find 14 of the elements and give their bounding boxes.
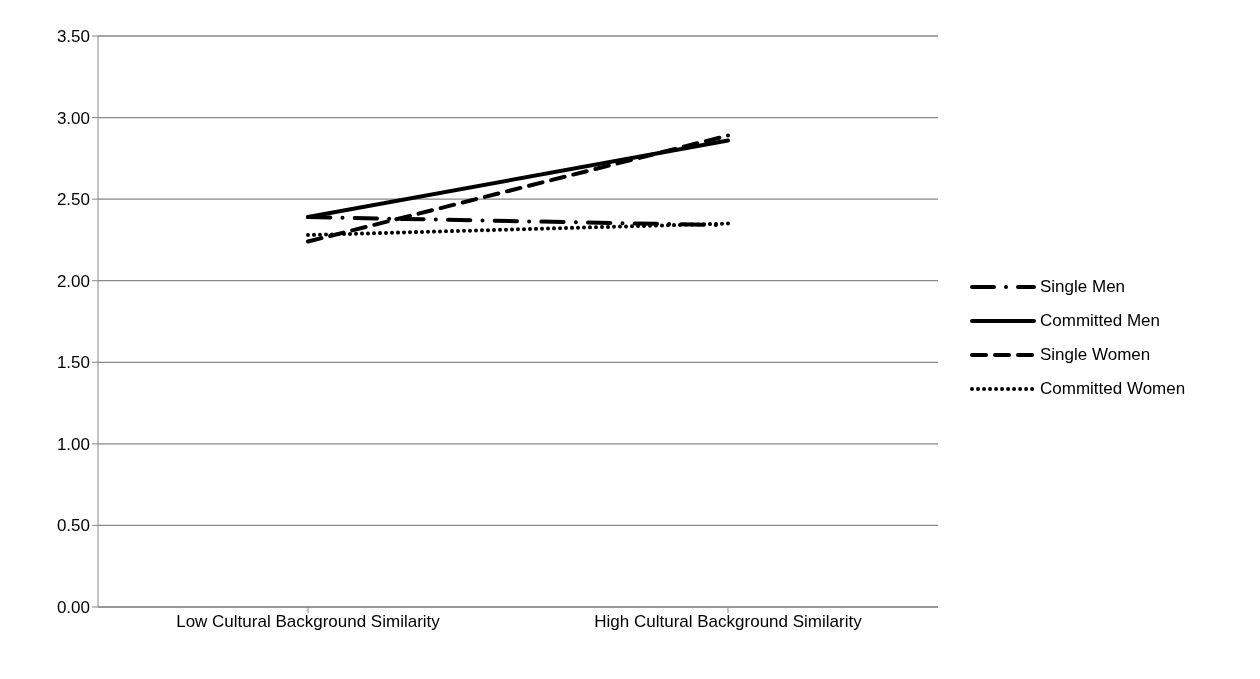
y-tick-label: 1.50 [56, 353, 90, 373]
y-tick-label: 3.00 [56, 108, 90, 128]
y-tick-label: 3.50 [56, 27, 90, 47]
x-tick-label: Low Cultural Background Similarity [176, 612, 441, 632]
legend-label: Committed Women [1040, 378, 1186, 399]
legend-label: Committed Men [1040, 310, 1160, 331]
y-tick-label: 0.50 [56, 516, 90, 536]
y-tick-label: 2.00 [56, 271, 90, 291]
legend-label: Single Men [1040, 276, 1126, 297]
x-tick-label: High Cultural Background Similarity [594, 612, 863, 632]
legend-label: Single Women [1040, 344, 1151, 365]
y-tick-label: 1.00 [56, 434, 90, 454]
y-tick-label: 2.50 [56, 190, 90, 210]
y-tick-label: 0.00 [56, 598, 90, 618]
